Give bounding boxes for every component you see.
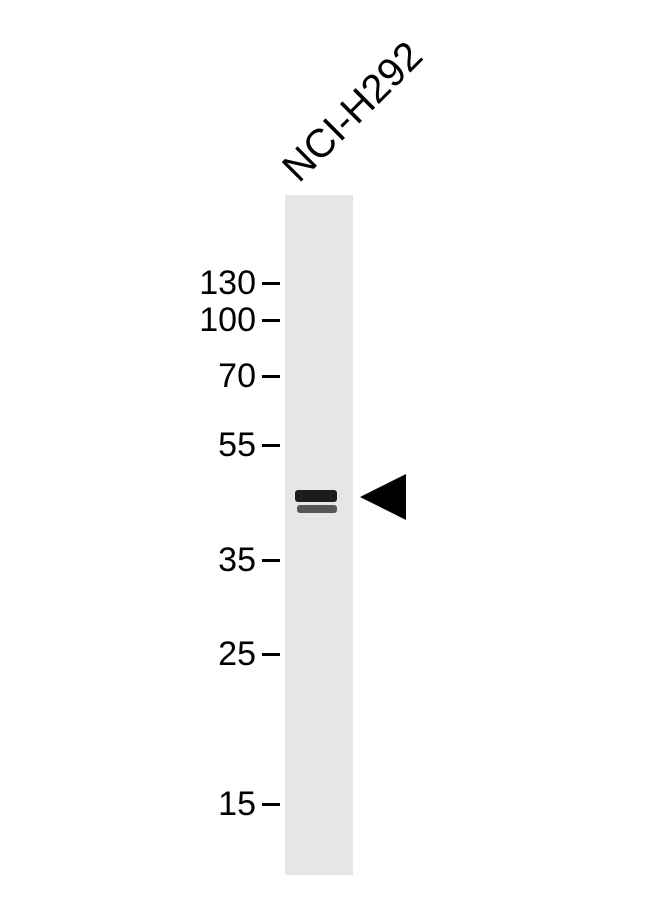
mw-tick-label: 100 (199, 301, 256, 340)
mw-tick-mark (262, 653, 280, 656)
band-indicator-arrow-icon (360, 474, 406, 520)
mw-tick-mark (262, 559, 280, 562)
mw-tick-mark (262, 375, 280, 378)
blot-band (295, 490, 337, 502)
mw-tick-label: 55 (218, 426, 256, 465)
mw-tick-mark (262, 803, 280, 806)
mw-tick-mark (262, 319, 280, 322)
mw-tick-mark (262, 282, 280, 285)
mw-tick-label: 130 (199, 264, 256, 303)
mw-tick-mark (262, 444, 280, 447)
blot-band (297, 505, 337, 513)
figure-canvas: NCI-H292 1301007055352515 (0, 0, 650, 921)
mw-tick-label: 15 (218, 785, 256, 824)
mw-tick-label: 70 (218, 357, 256, 396)
mw-tick-label: 35 (218, 541, 256, 580)
mw-tick-label: 25 (218, 635, 256, 674)
blot-lane (285, 195, 353, 875)
